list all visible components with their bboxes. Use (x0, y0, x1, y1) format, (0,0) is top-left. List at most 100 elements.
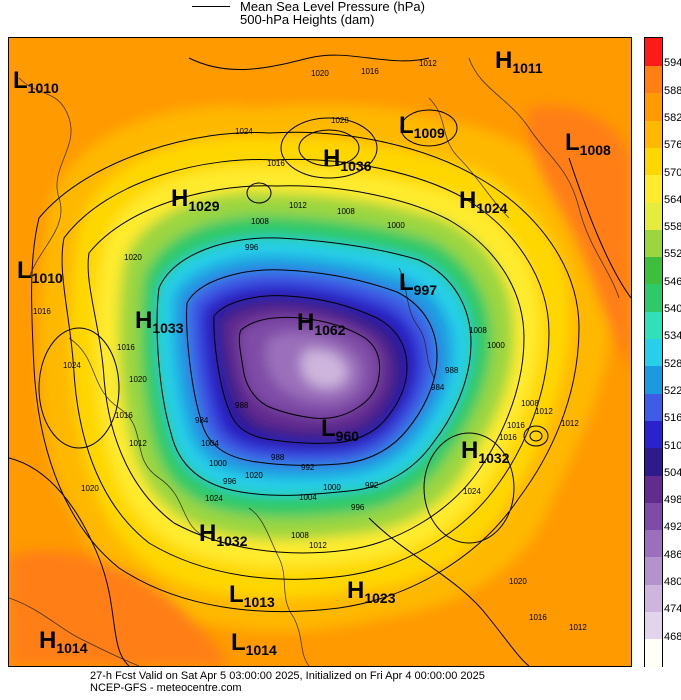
scale-label: 588 (664, 84, 681, 97)
isobar-label: 1000 (387, 221, 405, 230)
scale-label: 564 (664, 193, 681, 206)
isobar-label: 1012 (129, 439, 147, 448)
scale-label: 516 (664, 412, 681, 425)
scale-label: 582 (664, 111, 681, 124)
isobar-legend-line (192, 6, 230, 7)
height-field-590-south (9, 550, 229, 666)
scale-label: 534 (664, 330, 681, 343)
isobar-label: 1012 (535, 407, 553, 416)
isobar-label: 1016 (267, 159, 285, 168)
isobar-label: 1016 (361, 67, 379, 76)
scale-label: 474 (664, 603, 681, 616)
high-pressure-center: H1014 (39, 627, 88, 656)
scale-label: 576 (664, 139, 681, 152)
legend-heights-label: 500-hPa Heights (dam) (240, 12, 375, 27)
isobar-label: 1016 (529, 613, 547, 622)
scale-label: 480 (664, 576, 681, 589)
scale-swatch (645, 365, 662, 394)
isobar-label: 988 (235, 401, 249, 410)
scale-label: 510 (664, 439, 681, 452)
isobar-label: 1016 (507, 421, 525, 430)
scale-label: 594 (664, 57, 681, 70)
scale-swatch (645, 119, 662, 148)
scale-label: 558 (664, 221, 681, 234)
scale-swatch (645, 556, 662, 585)
weather-map: L1010 H1011 L1009 L1008 H1036 H1029 H1024 L1010… (8, 37, 632, 667)
isobar-label: 1028 (331, 116, 349, 125)
isobar-label: 1004 (201, 439, 219, 448)
scale-label: 546 (664, 275, 681, 288)
low-pressure-center: L1009 (399, 112, 445, 141)
scale-label: 468 (664, 630, 681, 643)
map-labels: L1010 H1011 L1009 L1008 H1036 H1029 H1024 L1010… (13, 47, 611, 658)
isobar-label: 1012 (569, 623, 587, 632)
scale-swatch (645, 420, 662, 449)
isobars (9, 54, 631, 666)
isobar-label: 1000 (323, 483, 341, 492)
high-pressure-center: H1029 (171, 185, 220, 214)
isobar-label: 1012 (419, 59, 437, 68)
height-field-474 (300, 349, 348, 388)
scale-swatch (645, 201, 662, 230)
isobar-label: 1024 (463, 487, 481, 496)
scale-swatch (645, 502, 662, 531)
isobar-label: 1016 (499, 433, 517, 442)
scale-swatch (645, 338, 662, 367)
scale-label: 570 (664, 166, 681, 179)
isobar-label: 996 (245, 243, 259, 252)
isobar-label: 992 (365, 481, 379, 490)
isobar-label: 984 (195, 416, 209, 425)
isobar-label: 1020 (129, 375, 147, 384)
low-pressure-center: L1010 (17, 257, 63, 286)
isobar-label: 1004 (299, 493, 317, 502)
isobar-label: 1020 (81, 484, 99, 493)
high-pressure-center: H1062 (297, 309, 346, 338)
scale-label: 492 (664, 521, 681, 534)
isobar-label: 988 (271, 453, 285, 462)
scale-label: 522 (664, 384, 681, 397)
isobar-label: 1012 (289, 201, 307, 210)
isobar-label: 996 (351, 503, 365, 512)
isobar-label: 1008 (337, 207, 355, 216)
high-pressure-center: H1033 (135, 307, 184, 336)
high-pressure-center: H1032 (461, 437, 510, 466)
high-pressure-center: H1036 (323, 145, 372, 174)
scale-swatch (645, 256, 662, 285)
legend-header: Mean Sea Level Pressure (hPa) 500-hPa He… (190, 0, 490, 28)
source-credit: NCEP-GFS - meteocentre.com (90, 682, 242, 694)
isobar-label: 984 (431, 383, 445, 392)
scale-swatch (645, 447, 662, 476)
low-pressure-center: L1010 (13, 67, 59, 96)
isobar-label: 1016 (33, 307, 51, 316)
scale-swatch (645, 474, 662, 503)
high-pressure-center: H1024 (459, 187, 508, 216)
scale-label: 498 (664, 494, 681, 507)
isobar-label: 1020 (124, 253, 142, 262)
scale-swatch (645, 174, 662, 203)
height-field-590-east (527, 105, 631, 368)
scale-swatch (645, 283, 662, 312)
footer: 27-h Fcst Valid on Sat Apr 5 03:00:00 20… (90, 670, 485, 694)
scale-swatch (645, 311, 662, 340)
scale-label: 540 (664, 303, 681, 316)
isobar-label: 1008 (291, 531, 309, 540)
scale-swatch (645, 529, 662, 558)
scale-label: 504 (664, 466, 681, 479)
map-canvas: L1010 H1011 L1009 L1008 H1036 H1029 H1024 L1010… (9, 38, 631, 666)
scale-label: 486 (664, 548, 681, 561)
isobar-label: 1012 (309, 541, 327, 550)
isobar-label: 1012 (561, 419, 579, 428)
isobar-label: 1024 (205, 494, 223, 503)
low-pressure-center: L960 (321, 415, 359, 444)
scale-swatch (645, 147, 662, 176)
scale-label: 528 (664, 357, 681, 370)
legend-mslp-label: Mean Sea Level Pressure (hPa) (240, 0, 425, 14)
coastlines (9, 57, 620, 666)
low-pressure-center: L1008 (565, 129, 611, 158)
scale-swatch (645, 611, 662, 640)
high-pressure-center: H1032 (199, 520, 248, 549)
forecast-valid-text: 27-h Fcst Valid on Sat Apr 5 03:00:00 20… (90, 670, 485, 682)
isobar-label: 1016 (117, 343, 135, 352)
isobar-label: 1020 (245, 471, 263, 480)
isobar-label: 1024 (63, 361, 81, 370)
